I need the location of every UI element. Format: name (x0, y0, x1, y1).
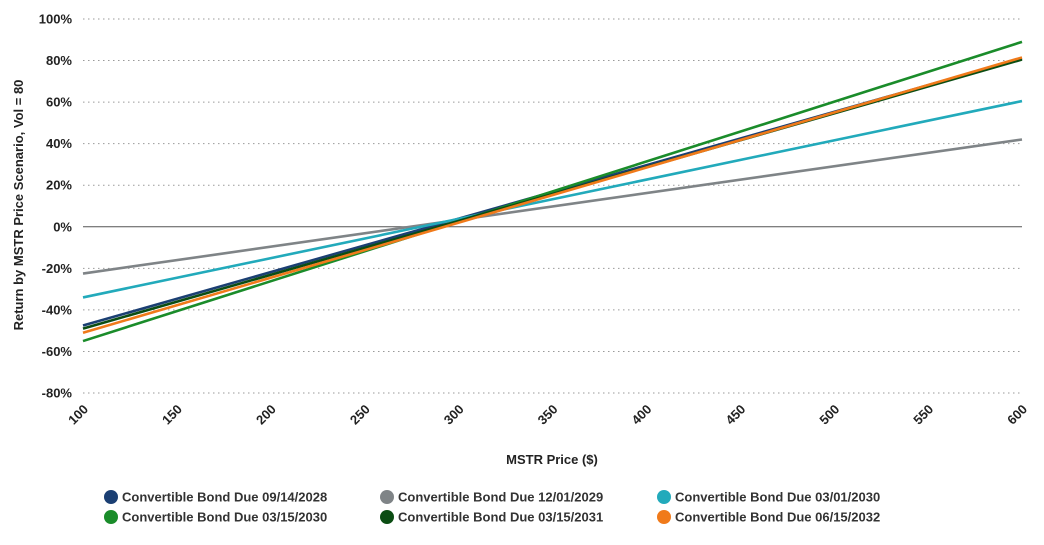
y-tick-label: 0% (53, 219, 72, 234)
legend: Convertible Bond Due 09/14/2028 Convertib… (104, 490, 880, 525)
legend-swatch (657, 490, 671, 504)
x-tick-label: 450 (722, 402, 748, 428)
series-line-3 (82, 99, 1023, 299)
x-tick-label: 200 (253, 402, 279, 428)
legend-label: Convertible Bond Due 03/15/2031 (398, 510, 603, 525)
y-tick-label: 20% (46, 178, 72, 193)
legend-swatch (380, 510, 394, 524)
y-tick-label: 40% (46, 136, 72, 151)
x-tick-label: 150 (159, 402, 185, 428)
legend-label: Convertible Bond Due 03/01/2030 (675, 490, 880, 505)
series-line-2 (82, 138, 1023, 275)
y-tick-label: -40% (42, 302, 73, 317)
y-axis-title: Return by MSTR Price Scenario, Vol = 80 (11, 80, 26, 331)
legend-label: Convertible Bond Due 09/14/2028 (122, 490, 327, 505)
legend-label: Convertible Bond Due 12/01/2029 (398, 490, 603, 505)
y-tick-label: 80% (46, 53, 72, 68)
x-tick-label: 500 (816, 402, 842, 428)
x-tick-labels: 100 150 200 250 300 350 400 450 500 550 600 (65, 402, 1030, 428)
x-tick-label: 250 (347, 402, 373, 428)
series-lines (82, 40, 1023, 343)
x-tick-label: 100 (65, 402, 91, 428)
legend-label: Convertible Bond Due 03/15/2030 (122, 510, 327, 525)
y-tick-label: -80% (42, 386, 73, 401)
x-tick-label: 600 (1004, 402, 1030, 428)
series-line-4 (82, 40, 1023, 343)
legend-swatch (104, 510, 118, 524)
y-tick-label: 100% (39, 12, 73, 27)
x-tick-label: 550 (910, 402, 936, 428)
grid-lines (83, 18, 1022, 394)
y-tick-label: -20% (42, 261, 73, 276)
x-tick-label: 350 (535, 402, 561, 428)
legend-label: Convertible Bond Due 06/15/2032 (675, 510, 880, 525)
legend-swatch (380, 490, 394, 504)
legend-swatch (104, 490, 118, 504)
y-tick-labels: 100% 80% 60% 40% 20% 0% -20% -40% -60% -80% (39, 12, 73, 401)
x-tick-label: 400 (629, 402, 655, 428)
x-tick-label: 300 (441, 402, 467, 428)
y-tick-label: 60% (46, 95, 72, 110)
series-line-6 (82, 56, 1023, 334)
x-axis-title: MSTR Price ($) (506, 452, 598, 467)
y-tick-label: -60% (42, 344, 73, 359)
legend-swatch (657, 510, 671, 524)
